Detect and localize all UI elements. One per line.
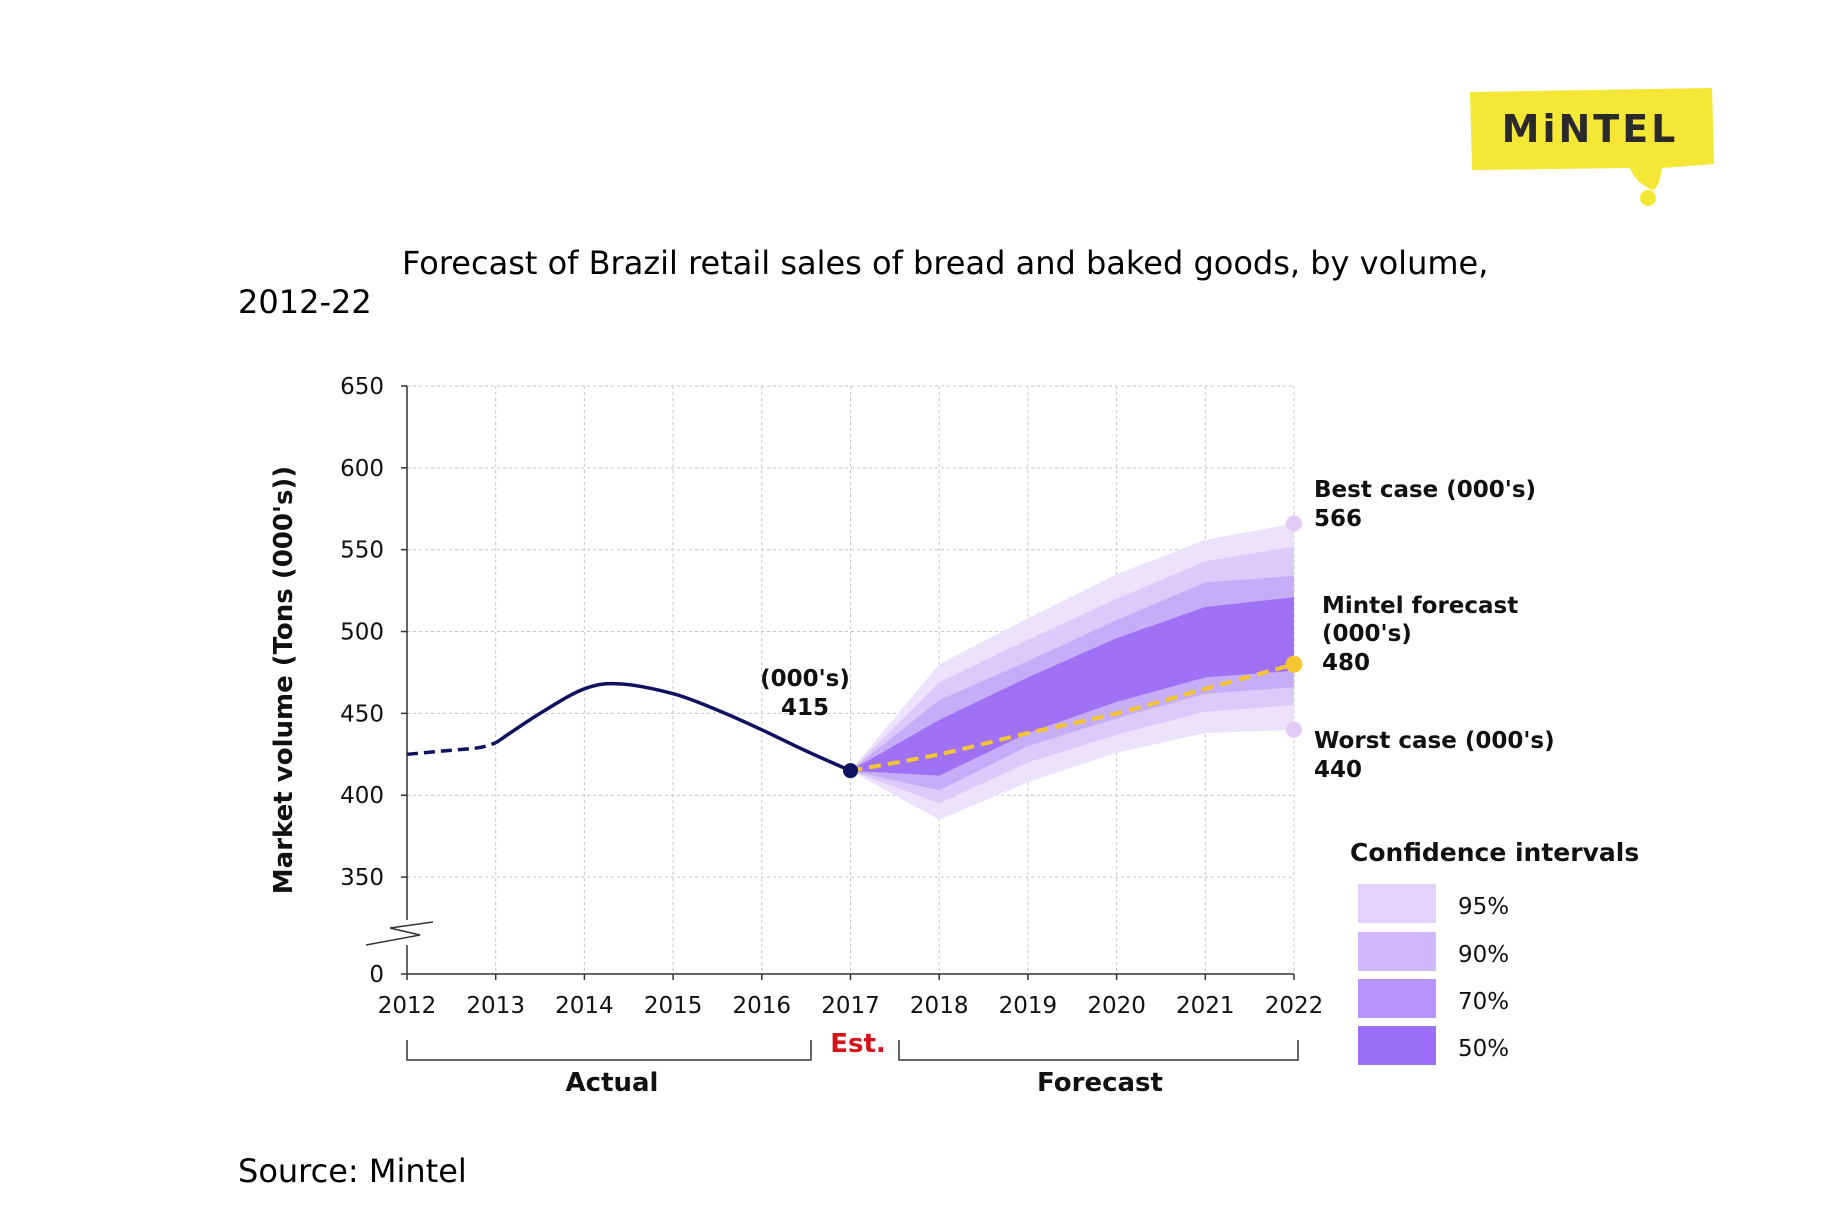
actual-line-dashed [406,741,497,757]
y-tick-label-550: 550 [340,538,384,564]
x-tick-label-2015: 2015 [644,993,703,1019]
label-forecast-unit: (000's) [1322,621,1412,647]
marker-current [843,763,858,779]
legend-swatch-50 [1358,1026,1436,1065]
label-worst-title: Worst case (000's) [1314,728,1555,754]
actual-line [494,681,852,773]
label-best-value: 566 [1314,506,1362,532]
x-tick-label-2016: 2016 [733,993,792,1019]
label-best-title: Best case (000's) [1314,477,1536,503]
band-ci50 [850,597,1294,776]
mintel-logo: MiNTEL [1470,88,1714,206]
label-current-value: 415 [781,695,829,721]
legend-swatch-95 [1358,884,1436,923]
period-label-actual: Actual [566,1068,659,1098]
bracket-actual [406,1040,812,1061]
y-tick-label-0: 0 [369,962,384,988]
label-forecast-title: Mintel forecast [1322,593,1518,619]
chart-title-line1: Forecast of Brazil retail sales of bread… [402,244,1489,282]
label-current-unit: (000's) [760,666,850,692]
y-tick-label-650: 650 [340,374,384,400]
bracket-forecast [898,1040,1299,1061]
legend-label-70: 70% [1458,989,1509,1015]
logo-dot [1640,190,1656,206]
y-tick-label-400: 400 [340,783,384,809]
y-axis-label: Market volume (Tons (000's)) [269,466,299,894]
logo-text: MiNTEL [1502,107,1679,151]
legend-swatch-90 [1358,932,1436,971]
legend-title: Confidence intervals [1350,838,1639,867]
x-tick-label-2020: 2020 [1087,993,1146,1019]
x-tick-label-2014: 2014 [555,993,614,1019]
x-tick-label-2018: 2018 [910,993,969,1019]
legend-label-95: 95% [1458,894,1509,920]
period-label-est: Est. [830,1029,886,1059]
legend-swatch-70 [1358,979,1436,1018]
forecast-line [850,662,1295,773]
label-forecast-value: 480 [1322,650,1370,676]
y-tick-label-500: 500 [340,620,384,646]
period-label-forecast: Forecast [1037,1068,1163,1098]
legend: Confidence intervals 95% 90% 70% 50% [1350,838,1639,1065]
legend-label-50: 50% [1458,1036,1509,1062]
label-worst-value: 440 [1314,757,1362,783]
confidence-bands [850,523,1294,820]
y-tick-label-350: 350 [340,865,384,891]
x-tick-label-2021: 2021 [1176,993,1235,1019]
y-tick-label-450: 450 [340,701,384,727]
marker-best [1286,515,1302,532]
y-tick-label-600: 600 [340,456,384,482]
axes: 0 350 400 450 500 550 600 650 2012 2013 2014 2015 20… [269,374,1323,1098]
marker-worst [1286,721,1302,738]
legend-label-90: 90% [1458,942,1509,968]
logo-shape [1470,88,1714,190]
series-lines [406,662,1295,773]
marker-forecast [1285,655,1303,673]
annotations: (000's) 415 Best case (000's) 566 Mintel for… [760,477,1554,783]
chart-title-line2: 2012-22 [238,283,372,321]
x-tick-label-2019: 2019 [999,993,1058,1019]
x-tick-label-2022: 2022 [1265,993,1324,1019]
source-note: Source: Mintel [238,1152,467,1190]
x-tick-label-2012: 2012 [378,993,437,1019]
x-tick-label-2013: 2013 [466,993,525,1019]
x-tick-label-2017: 2017 [821,993,880,1019]
y-axis-break-mark [365,921,434,946]
